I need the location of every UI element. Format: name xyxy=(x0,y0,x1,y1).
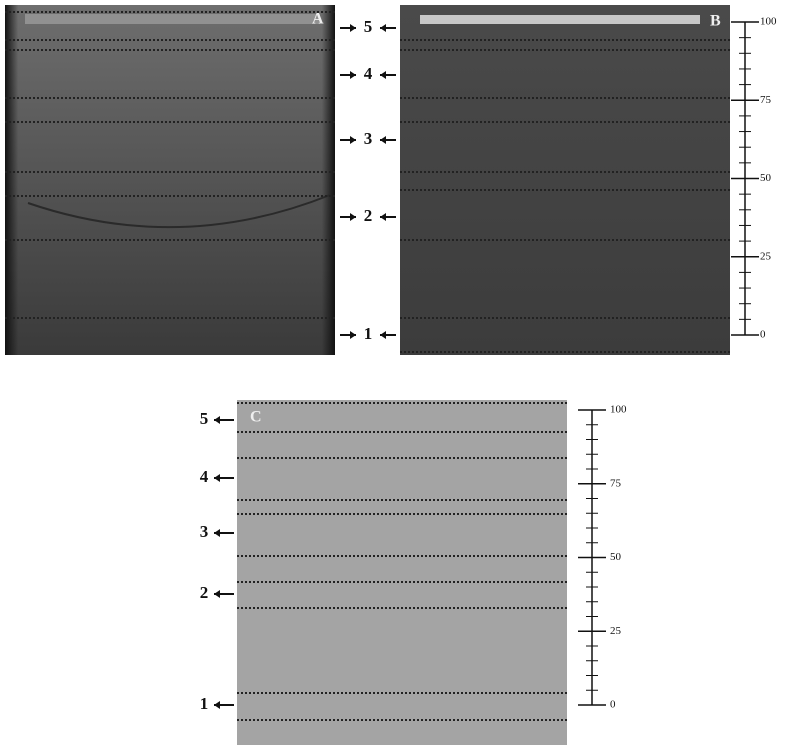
zone-label: 4 xyxy=(364,64,373,83)
arrow-head xyxy=(380,213,386,221)
arrow-head xyxy=(380,136,386,144)
arrow-head xyxy=(380,331,386,339)
zone-label: 4 xyxy=(200,467,209,486)
plate-b xyxy=(400,5,730,355)
arrow-head xyxy=(350,24,356,32)
zone-label: 2 xyxy=(200,583,209,602)
plate-a-edge xyxy=(5,5,335,355)
scale-label: 0 xyxy=(610,699,616,711)
arrow-head xyxy=(214,701,220,709)
scale-label: 0 xyxy=(760,329,766,341)
figure: A B C 5 4 3 2 1 5 4 3 2 1 100 75 50 25 0 100 75 50 25 0 xyxy=(0,0,797,745)
arrow-head xyxy=(214,416,220,424)
scale-label: 25 xyxy=(760,250,772,262)
zone-label: 1 xyxy=(364,324,373,343)
arrow-head xyxy=(214,529,220,537)
scale-label: 100 xyxy=(760,16,777,28)
zone-label: 2 xyxy=(364,206,373,225)
scale-label: 50 xyxy=(610,551,622,563)
arrow-head xyxy=(350,213,356,221)
scale-label: 25 xyxy=(610,625,622,637)
panel-label: A xyxy=(312,11,324,28)
front-band xyxy=(420,15,700,24)
arrow-head xyxy=(214,590,220,598)
arrow-head xyxy=(350,331,356,339)
zone-label: 5 xyxy=(364,17,373,36)
arrow-head xyxy=(350,71,356,79)
arrow-head xyxy=(214,474,220,482)
panel-label: C xyxy=(250,409,262,426)
arrow-head xyxy=(350,136,356,144)
panel-label: B xyxy=(710,13,721,30)
arrow-head xyxy=(380,24,386,32)
scale-label: 50 xyxy=(760,172,772,184)
zone-label: 5 xyxy=(200,409,209,428)
zone-label: 3 xyxy=(200,522,209,541)
front-band xyxy=(25,14,320,24)
arrow-head xyxy=(380,71,386,79)
zone-label: 1 xyxy=(200,694,209,713)
zone-label: 3 xyxy=(364,129,373,148)
scale-label: 100 xyxy=(610,404,627,416)
scale-label: 75 xyxy=(760,94,772,106)
scale-label: 75 xyxy=(610,477,622,489)
